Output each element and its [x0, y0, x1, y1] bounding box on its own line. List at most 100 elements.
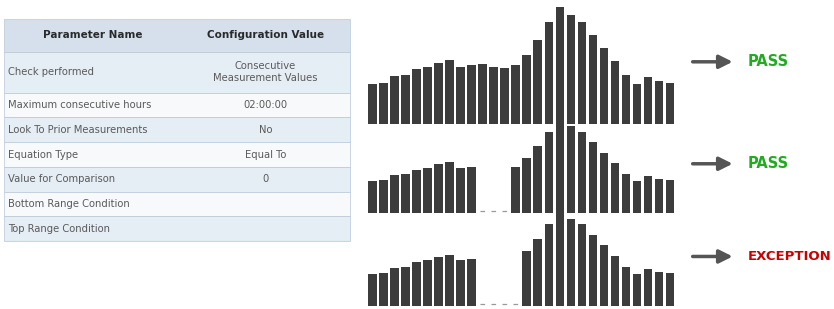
Bar: [545, 224, 553, 306]
Bar: [610, 61, 619, 124]
Bar: [566, 126, 575, 213]
Bar: [424, 260, 432, 306]
Bar: [589, 35, 597, 124]
Bar: [456, 260, 465, 306]
Bar: [522, 55, 531, 124]
Bar: [424, 167, 432, 213]
Bar: [368, 84, 377, 124]
Bar: [600, 48, 608, 124]
Bar: [534, 146, 542, 213]
Bar: [390, 76, 399, 124]
Bar: [578, 224, 586, 306]
Text: Parameter Name: Parameter Name: [43, 30, 142, 40]
Text: 0: 0: [263, 174, 269, 184]
Bar: [644, 176, 652, 213]
Bar: [445, 60, 454, 124]
Bar: [610, 256, 619, 306]
Bar: [401, 267, 409, 306]
Bar: [4, 52, 350, 93]
Bar: [412, 262, 421, 306]
Bar: [534, 40, 542, 124]
Bar: [467, 65, 476, 124]
Bar: [555, 7, 564, 124]
Bar: [566, 15, 575, 124]
Bar: [600, 245, 608, 306]
Bar: [412, 170, 421, 213]
Bar: [666, 273, 675, 306]
Bar: [467, 259, 476, 306]
Bar: [390, 268, 399, 306]
Text: Consecutive
Measurement Values: Consecutive Measurement Values: [214, 61, 318, 83]
Bar: [644, 269, 652, 306]
Bar: [511, 167, 520, 213]
Bar: [589, 142, 597, 213]
Text: Value for Comparison: Value for Comparison: [8, 174, 115, 184]
Text: Configuration Value: Configuration Value: [207, 30, 324, 40]
Bar: [511, 65, 520, 124]
Bar: [379, 273, 388, 306]
Text: EXCEPTION: EXCEPTION: [748, 250, 831, 263]
Bar: [534, 239, 542, 306]
Bar: [610, 163, 619, 213]
Text: No: No: [259, 125, 272, 135]
Bar: [655, 81, 663, 124]
Bar: [456, 67, 465, 124]
Text: PASS: PASS: [748, 54, 789, 69]
Text: Equal To: Equal To: [245, 150, 286, 159]
Bar: [479, 64, 487, 124]
Bar: [435, 257, 443, 306]
Bar: [4, 117, 350, 142]
Bar: [500, 68, 509, 124]
Bar: [4, 216, 350, 241]
Bar: [633, 274, 641, 306]
Bar: [621, 174, 631, 213]
Bar: [555, 213, 564, 306]
Bar: [621, 267, 631, 306]
Text: Look To Prior Measurements: Look To Prior Measurements: [8, 125, 147, 135]
Bar: [467, 167, 476, 213]
Bar: [633, 84, 641, 124]
Bar: [545, 132, 553, 213]
Bar: [555, 120, 564, 213]
Bar: [4, 192, 350, 216]
Text: Check performed: Check performed: [8, 67, 93, 77]
Text: Top Range Condition: Top Range Condition: [8, 224, 109, 234]
Bar: [4, 167, 350, 192]
Bar: [435, 63, 443, 124]
Bar: [600, 153, 608, 213]
Bar: [445, 162, 454, 213]
Text: 02:00:00: 02:00:00: [244, 100, 288, 110]
Bar: [379, 83, 388, 124]
Text: Equation Type: Equation Type: [8, 150, 78, 159]
Text: PASS: PASS: [748, 156, 789, 171]
Bar: [456, 167, 465, 213]
Bar: [390, 175, 399, 213]
Bar: [490, 67, 498, 124]
Bar: [644, 77, 652, 124]
Bar: [368, 274, 377, 306]
Bar: [435, 164, 443, 213]
Bar: [621, 74, 631, 124]
Bar: [666, 83, 675, 124]
Text: Bottom Range Condition: Bottom Range Condition: [8, 199, 129, 209]
Bar: [578, 22, 586, 124]
Bar: [379, 180, 388, 213]
Bar: [589, 235, 597, 306]
Bar: [445, 255, 454, 306]
Bar: [412, 69, 421, 124]
Bar: [4, 93, 350, 117]
Bar: [666, 180, 675, 213]
Bar: [401, 174, 409, 213]
Bar: [522, 251, 531, 306]
Bar: [4, 142, 350, 167]
Bar: [424, 67, 432, 124]
Bar: [578, 132, 586, 213]
Bar: [4, 19, 350, 52]
Bar: [401, 74, 409, 124]
Bar: [633, 181, 641, 213]
Text: Maximum consecutive hours: Maximum consecutive hours: [8, 100, 151, 110]
Bar: [368, 181, 377, 213]
Bar: [655, 179, 663, 213]
Bar: [655, 272, 663, 306]
Bar: [566, 219, 575, 306]
